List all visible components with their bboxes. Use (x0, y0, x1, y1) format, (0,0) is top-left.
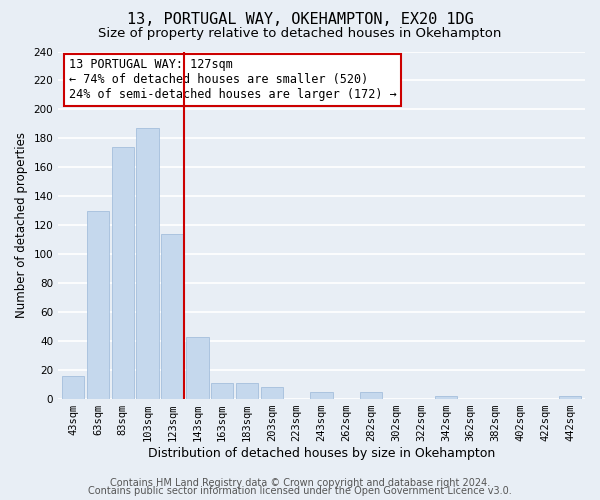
Bar (161, 234, 184, 399)
Bar (112, 147, 134, 399)
Bar (360, 392, 382, 399)
Bar (211, 383, 233, 399)
Bar (260, 388, 283, 399)
Y-axis label: Number of detached properties: Number of detached properties (15, 132, 28, 318)
Bar (186, 337, 209, 399)
Bar (434, 396, 457, 399)
Text: 13 PORTUGAL WAY: 127sqm
← 74% of detached houses are smaller (520)
24% of semi-d: 13 PORTUGAL WAY: 127sqm ← 74% of detache… (69, 58, 397, 102)
Text: Size of property relative to detached houses in Okehampton: Size of property relative to detached ho… (98, 28, 502, 40)
Bar (310, 392, 333, 399)
Bar (87, 211, 109, 399)
Bar (236, 383, 258, 399)
Text: Contains public sector information licensed under the Open Government Licence v3: Contains public sector information licen… (88, 486, 512, 496)
Bar (62, 376, 84, 399)
Bar (136, 128, 159, 399)
Text: 13, PORTUGAL WAY, OKEHAMPTON, EX20 1DG: 13, PORTUGAL WAY, OKEHAMPTON, EX20 1DG (127, 12, 473, 28)
Text: Contains HM Land Registry data © Crown copyright and database right 2024.: Contains HM Land Registry data © Crown c… (110, 478, 490, 488)
Bar (559, 396, 581, 399)
X-axis label: Distribution of detached houses by size in Okehampton: Distribution of detached houses by size … (148, 447, 495, 460)
